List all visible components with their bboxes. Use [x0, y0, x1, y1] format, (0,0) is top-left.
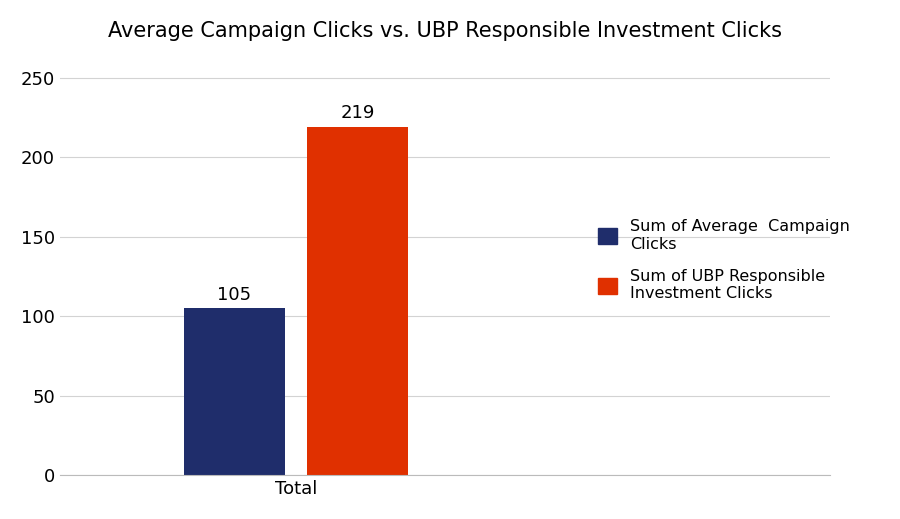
Bar [184, 308, 284, 475]
Bar [307, 127, 409, 475]
Legend: Sum of Average  Campaign
Clicks, Sum of UBP Responsible
Investment Clicks: Sum of Average Campaign Clicks, Sum of U… [591, 213, 856, 308]
Title: Average Campaign Clicks vs. UBP Responsible Investment Clicks: Average Campaign Clicks vs. UBP Responsi… [108, 21, 782, 41]
Text: 105: 105 [217, 285, 251, 304]
Text: 219: 219 [340, 104, 375, 122]
